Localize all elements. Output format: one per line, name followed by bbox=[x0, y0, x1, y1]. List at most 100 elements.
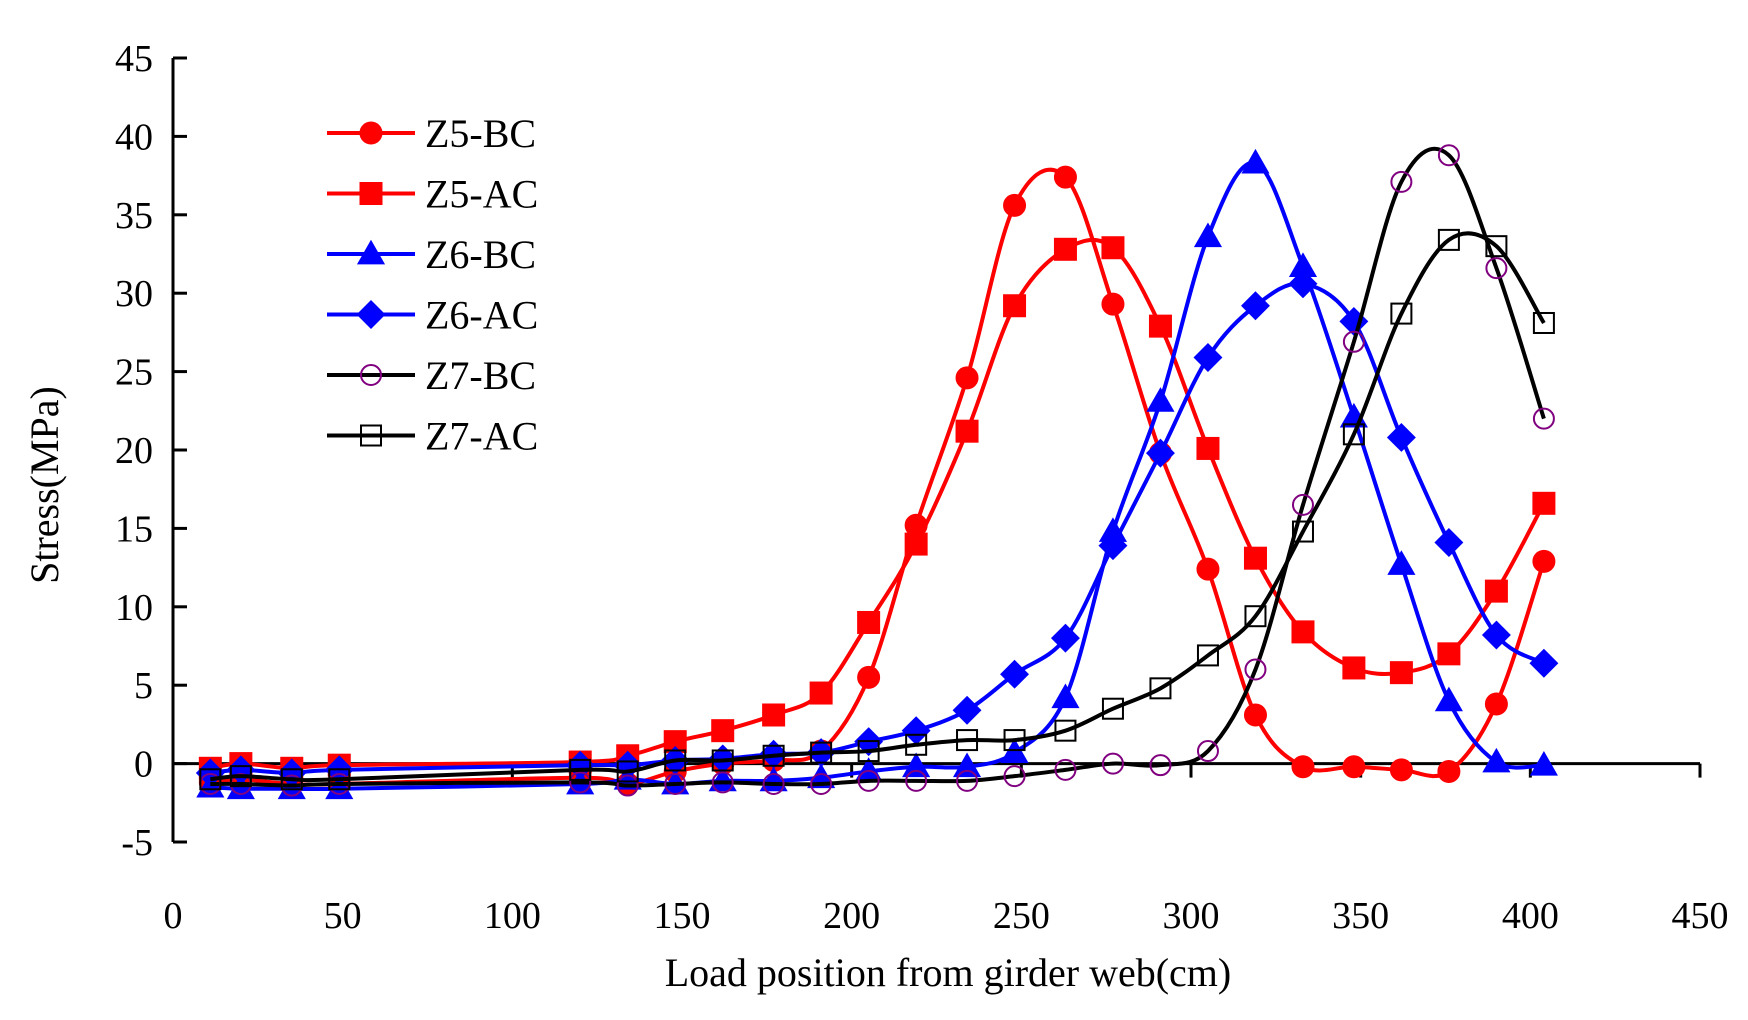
data-point bbox=[280, 768, 303, 791]
legend-label: Z7-BC bbox=[425, 353, 536, 398]
data-point bbox=[1532, 549, 1556, 573]
data-point bbox=[1482, 747, 1511, 773]
data-point bbox=[1342, 656, 1366, 680]
legend: Z5-BC Z5-AC Z6-BC Z6-AC Z7-BC Z7-AC bbox=[327, 111, 538, 459]
data-point bbox=[1484, 692, 1508, 716]
data-point bbox=[1532, 491, 1556, 515]
data-point bbox=[955, 366, 979, 390]
data-point bbox=[711, 749, 734, 772]
y-tick-label: 40 bbox=[115, 116, 153, 158]
data-point bbox=[616, 774, 639, 797]
data-point bbox=[1241, 291, 1270, 321]
series-z7-bc bbox=[199, 144, 1555, 797]
data-point bbox=[1484, 579, 1508, 603]
legend-marker bbox=[359, 182, 383, 205]
data-point bbox=[1529, 750, 1558, 776]
legend-item-z6-ac: Z6-AC bbox=[327, 293, 538, 338]
data-point bbox=[1196, 557, 1220, 581]
x-tick-label: 150 bbox=[654, 895, 711, 937]
data-point bbox=[569, 771, 592, 794]
legend-item-z7-bc: Z7-BC bbox=[327, 353, 536, 398]
data-point bbox=[1390, 170, 1413, 193]
x-tick-label: 0 bbox=[164, 895, 183, 937]
data-point bbox=[711, 771, 734, 794]
data-point bbox=[810, 741, 833, 764]
data-point bbox=[1437, 642, 1461, 666]
data-point bbox=[1291, 493, 1314, 516]
legend-label: Z6-BC bbox=[425, 232, 536, 277]
data-point bbox=[1241, 148, 1270, 174]
data-point bbox=[762, 744, 785, 767]
data-point bbox=[857, 740, 880, 763]
data-point bbox=[1054, 758, 1077, 781]
data-point bbox=[952, 695, 982, 725]
x-tick-label: 50 bbox=[324, 895, 362, 937]
x-tick-label: 100 bbox=[484, 895, 541, 937]
y-tick-label: 15 bbox=[115, 508, 153, 550]
data-point bbox=[569, 758, 592, 781]
data-point bbox=[955, 419, 979, 443]
data-point bbox=[664, 749, 687, 772]
series-z6-bc bbox=[196, 148, 1558, 800]
data-point bbox=[1342, 330, 1365, 353]
data-point bbox=[1051, 683, 1080, 709]
legend-label: Z5-BC bbox=[425, 111, 536, 156]
series-line bbox=[210, 167, 1546, 787]
data-point bbox=[1291, 520, 1314, 543]
data-point bbox=[810, 772, 833, 795]
y-tick-label: -5 bbox=[121, 822, 153, 864]
data-point bbox=[905, 733, 928, 756]
data-point bbox=[956, 769, 979, 792]
data-point bbox=[1244, 605, 1267, 628]
data-point bbox=[1003, 294, 1027, 318]
data-point bbox=[1003, 729, 1026, 752]
x-tick-label: 350 bbox=[1332, 895, 1389, 937]
data-point bbox=[1098, 531, 1128, 561]
data-point bbox=[1529, 648, 1559, 678]
series-z7-ac bbox=[199, 228, 1555, 791]
data-point bbox=[1146, 387, 1175, 412]
y-tick-label: 30 bbox=[115, 273, 153, 315]
series-line bbox=[210, 146, 1546, 788]
data-point bbox=[1291, 620, 1315, 644]
data-point bbox=[1485, 257, 1508, 280]
x-tick-label: 300 bbox=[1163, 895, 1220, 937]
data-point bbox=[1434, 686, 1463, 712]
y-tick-label: 35 bbox=[115, 195, 153, 237]
data-point bbox=[1437, 228, 1460, 251]
data-point bbox=[1342, 755, 1366, 779]
data-point bbox=[1149, 754, 1172, 777]
data-point bbox=[325, 774, 354, 800]
series-line bbox=[210, 160, 1545, 792]
data-point bbox=[1193, 222, 1223, 248]
data-point bbox=[1481, 620, 1511, 650]
data-point bbox=[952, 752, 982, 778]
data-point bbox=[1050, 623, 1080, 653]
legend-item-z5-ac: Z5-AC bbox=[327, 172, 538, 217]
data-point bbox=[1434, 528, 1464, 557]
data-point bbox=[229, 765, 252, 788]
legend-marker bbox=[356, 239, 386, 265]
data-point bbox=[1101, 292, 1125, 316]
data-point bbox=[905, 769, 928, 792]
data-point bbox=[1389, 661, 1413, 685]
data-point bbox=[1532, 407, 1555, 430]
legend-marker bbox=[360, 424, 382, 447]
data-point bbox=[809, 681, 833, 705]
data-point bbox=[1003, 765, 1026, 788]
data-point bbox=[1000, 659, 1030, 689]
data-point bbox=[904, 532, 928, 556]
x-tick-label: 250 bbox=[993, 895, 1050, 937]
data-point bbox=[1148, 314, 1172, 338]
x-tick-label: 200 bbox=[823, 895, 880, 937]
data-point bbox=[708, 766, 737, 792]
data-point bbox=[1387, 550, 1416, 575]
data-point bbox=[1101, 697, 1124, 720]
data-point bbox=[1101, 752, 1124, 775]
data-point bbox=[956, 729, 979, 752]
series-z5-bc bbox=[198, 165, 1556, 796]
data-point bbox=[1437, 144, 1460, 167]
y-tick-label: 45 bbox=[115, 38, 153, 80]
